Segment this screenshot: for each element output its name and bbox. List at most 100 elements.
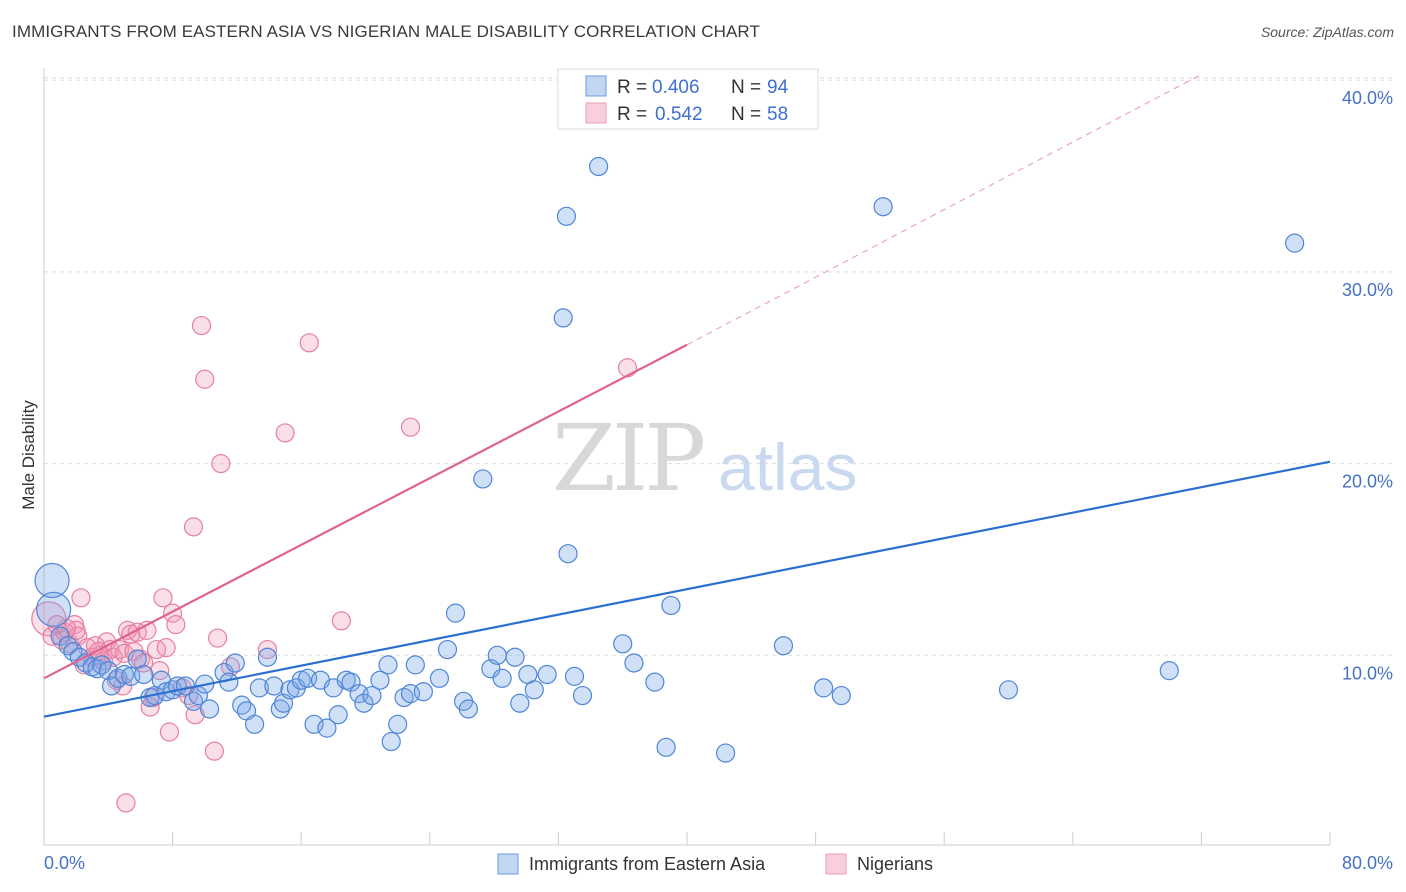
eastern-asia-point-88 [814,678,834,698]
legend-r-value-blue: 0.406 [652,77,700,98]
nigerians-point-47 [257,639,278,660]
nigerians-point-34 [156,638,176,658]
eastern-asia-point-84 [656,737,676,757]
nigerians-trendline-extension [686,73,1202,346]
eastern-asia-point-81 [613,634,633,654]
x-tick-label-max: 80.0% [1342,853,1393,873]
bottom-legend: Immigrants from Eastern Asia Nigerians [497,853,933,875]
eastern-asia-point-0 [34,562,70,599]
eastern-asia-point-77 [558,544,578,564]
y-tick-label-3: 40.0% [1342,88,1393,108]
legend-swatch-pink [585,102,607,124]
nigerians-point-49 [299,333,319,353]
trend-lines [43,73,1331,718]
eastern-asia-point-92 [1159,661,1179,681]
eastern-asia-point-90 [873,197,893,217]
eastern-asia-point-36 [264,676,284,696]
eastern-asia-point-75 [553,308,573,328]
eastern-asia-point-47 [328,705,348,725]
nigerians-point-54 [183,517,204,537]
nigerians-point-32 [150,661,170,681]
nigerians-point-42 [195,369,215,389]
nigerians-point-43 [204,741,224,761]
eastern-asia-point-43 [304,714,324,734]
legend-swatch-blue [585,75,607,97]
eastern-asia-point-89 [831,685,851,706]
eastern-asia-point-70 [505,647,525,667]
nigerians-point-33 [153,588,173,608]
eastern-asia-point-27 [199,699,220,719]
nigerians-point-31 [146,639,167,660]
eastern-asia-point-62 [437,639,458,660]
x-tick-label-min: 0.0% [44,853,85,873]
nigerians-point-53 [116,793,136,813]
eastern-asia-point-56 [388,714,408,734]
gridlines [44,77,1395,656]
eastern-asia-point-83 [645,672,665,692]
eastern-asia-point-71 [510,693,530,713]
legend-n-label-pink: N = [731,104,761,125]
eastern-asia-trendline [43,460,1331,718]
eastern-asia-point-69 [492,668,512,688]
eastern-asia-point-74 [537,664,557,685]
eastern-asia-point-16 [134,664,154,685]
eastern-asia-point-87 [773,636,794,656]
eastern-asia-point-45 [317,718,337,738]
bottom-legend-swatch-pink [825,853,847,875]
eastern-asia-point-86 [715,743,736,763]
legend: R = 0.406 N = 94 R = 0.542 N = 58 [557,68,819,130]
axes [43,68,1331,846]
source-credit: Source: ZipAtlas.com [1260,24,1394,40]
chart-title: IMMIGRANTS FROM EASTERN ASIA VS NIGERIAN… [12,22,760,41]
eastern-asia-point-82 [624,653,644,673]
legend-n-value-blue: 94 [767,77,789,98]
eastern-asia-point-34 [249,678,270,698]
nigerians-point-41 [191,315,212,336]
eastern-asia-point-10 [98,661,118,681]
legend-r-label-pink: R = [617,104,647,125]
nigerians-point-45 [211,454,231,474]
eastern-asia-point-55 [381,731,401,752]
eastern-asia-point-79 [572,685,593,706]
bottom-legend-label-blue: Immigrants from Eastern Asia [529,854,766,874]
watermark-atlas: atlas [718,430,857,504]
eastern-asia-point-65 [458,699,478,719]
eastern-asia-point-1 [36,591,72,627]
nigerians-trendline [43,343,688,680]
eastern-asia-point-35 [257,647,278,667]
y-tick-label-1: 20.0% [1342,472,1393,492]
nigerians-point-35 [159,722,179,742]
eastern-asia-point-51 [354,693,374,713]
eastern-asia-point-91 [998,680,1019,700]
legend-n-value-pink: 58 [767,104,788,125]
eastern-asia-point-80 [588,156,609,177]
nigerians-point-8 [71,588,91,608]
eastern-asia-point-59 [405,655,425,675]
eastern-asia-point-85 [661,595,681,616]
eastern-asia-point-76 [556,206,577,226]
nigerians-point-50 [331,611,351,631]
legend-r-label-blue: R = [617,77,647,98]
y-axis-label: Male Disability [19,400,38,510]
watermark-zip: ZIP [552,405,703,512]
eastern-asia-point-2 [50,626,70,646]
eastern-asia-points [34,156,1305,763]
legend-n-label-blue: N = [731,77,761,98]
eastern-asia-point-63 [445,603,466,623]
nigerians-point-52 [617,358,638,378]
bottom-legend-swatch-blue [497,853,519,875]
eastern-asia-point-11 [101,676,122,696]
nigerians-point-37 [166,615,186,635]
nigerians-point-48 [275,423,295,443]
eastern-asia-point-73 [524,680,544,700]
eastern-asia-point-61 [429,668,450,688]
nigerians-points [31,315,638,813]
eastern-asia-point-30 [225,653,245,673]
eastern-asia-point-60 [413,682,433,702]
eastern-asia-point-53 [370,670,390,690]
legend-r-value-pink: 0.542 [655,104,703,125]
bottom-legend-label-pink: Nigerians [857,854,933,874]
nigerians-point-51 [400,417,421,437]
eastern-asia-point-78 [564,666,585,686]
